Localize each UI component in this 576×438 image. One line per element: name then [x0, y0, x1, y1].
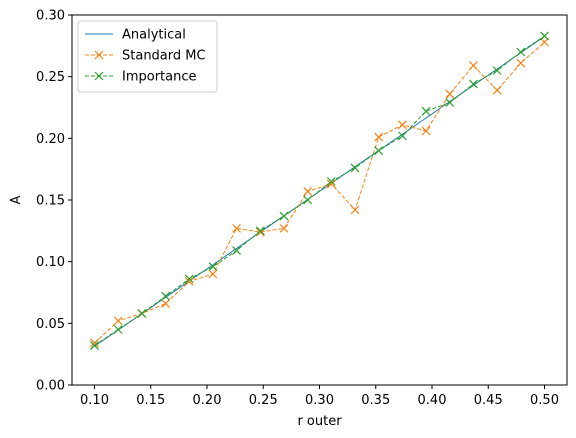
y-axis: 0.00 0.05 0.10 0.15 0.20 0.25 0.30	[36, 9, 72, 394]
data-point-standard-mc	[279, 223, 289, 233]
data-point-importance	[303, 195, 313, 205]
data-point-importance	[350, 163, 360, 173]
data-point-importance	[445, 98, 455, 107]
data-point-importance	[184, 274, 194, 284]
x-tick-label: 0.15	[136, 393, 165, 408]
legend-label: Analytical	[122, 28, 186, 43]
data-point-standard-mc	[421, 126, 431, 136]
legend-marker	[94, 71, 104, 81]
data-point-importance	[137, 309, 147, 318]
x-axis: 0.10 0.15 0.20 0.25 0.30 0.35 0.40 0.45 0.50	[80, 385, 559, 408]
data-point-importance	[397, 131, 407, 141]
data-point-standard-mc	[374, 132, 384, 142]
data-point-importance	[90, 341, 99, 350]
data-point-standard-mc	[350, 205, 360, 215]
series-layer	[90, 31, 549, 350]
legend: Analytical Standard MC Importance	[77, 20, 218, 93]
legend-label: Standard MC	[122, 49, 206, 64]
data-point-standard-mc	[326, 179, 336, 189]
x-axis-label: r outer	[297, 414, 342, 429]
x-tick-label: 0.20	[193, 393, 222, 408]
y-tick-label: 0.30	[36, 9, 65, 24]
data-point-importance	[374, 146, 384, 156]
data-point-standard-mc	[445, 89, 455, 99]
series-line-importance	[94, 35, 545, 346]
data-point-importance	[208, 262, 218, 272]
legend-item-importance: Importance	[85, 70, 197, 85]
x-tick-label: 0.10	[80, 393, 109, 408]
y-tick-label: 0.20	[36, 132, 65, 147]
data-point-importance	[326, 177, 336, 186]
data-point-standard-mc	[208, 269, 218, 279]
data-point-importance	[492, 66, 502, 75]
data-point-standard-mc	[492, 85, 502, 95]
legend-item-analytical: Analytical	[85, 28, 186, 43]
data-point-importance	[540, 31, 549, 41]
data-point-standard-mc	[90, 338, 99, 348]
data-point-importance	[279, 211, 289, 221]
y-tick-label: 0.10	[36, 255, 65, 270]
x-tick-label: 0.35	[361, 393, 390, 408]
data-point-standard-mc	[516, 58, 526, 68]
y-tick-label: 0.05	[36, 317, 65, 332]
legend-box	[77, 20, 218, 93]
data-point-importance	[421, 106, 431, 116]
x-tick-label: 0.40	[418, 393, 447, 408]
data-point-importance	[232, 246, 242, 255]
data-point-standard-mc	[397, 120, 407, 130]
x-tick-label: 0.25	[249, 393, 278, 408]
data-point-standard-mc	[161, 299, 171, 309]
data-point-importance	[516, 47, 526, 57]
y-axis-label: A	[9, 195, 24, 204]
data-point-standard-mc	[184, 276, 194, 286]
legend-item-standard-mc: Standard MC	[85, 49, 206, 64]
data-point-importance	[161, 291, 171, 301]
x-tick-label: 0.45	[474, 393, 503, 408]
x-tick-label: 0.50	[530, 393, 559, 408]
legend-marker	[94, 50, 104, 60]
data-point-standard-mc	[468, 61, 478, 70]
data-point-importance	[468, 79, 478, 89]
series-line-standard-mc	[94, 41, 545, 344]
data-point-standard-mc	[113, 316, 123, 326]
y-tick-label: 0.25	[36, 70, 65, 85]
y-tick-label: 0.00	[36, 379, 65, 394]
data-point-importance	[113, 325, 123, 334]
data-point-standard-mc	[303, 186, 313, 196]
data-point-importance	[255, 226, 265, 236]
y-tick-label: 0.15	[36, 194, 65, 209]
x-tick-label: 0.30	[305, 393, 334, 408]
legend-label: Importance	[122, 70, 197, 85]
data-point-standard-mc	[232, 223, 242, 233]
